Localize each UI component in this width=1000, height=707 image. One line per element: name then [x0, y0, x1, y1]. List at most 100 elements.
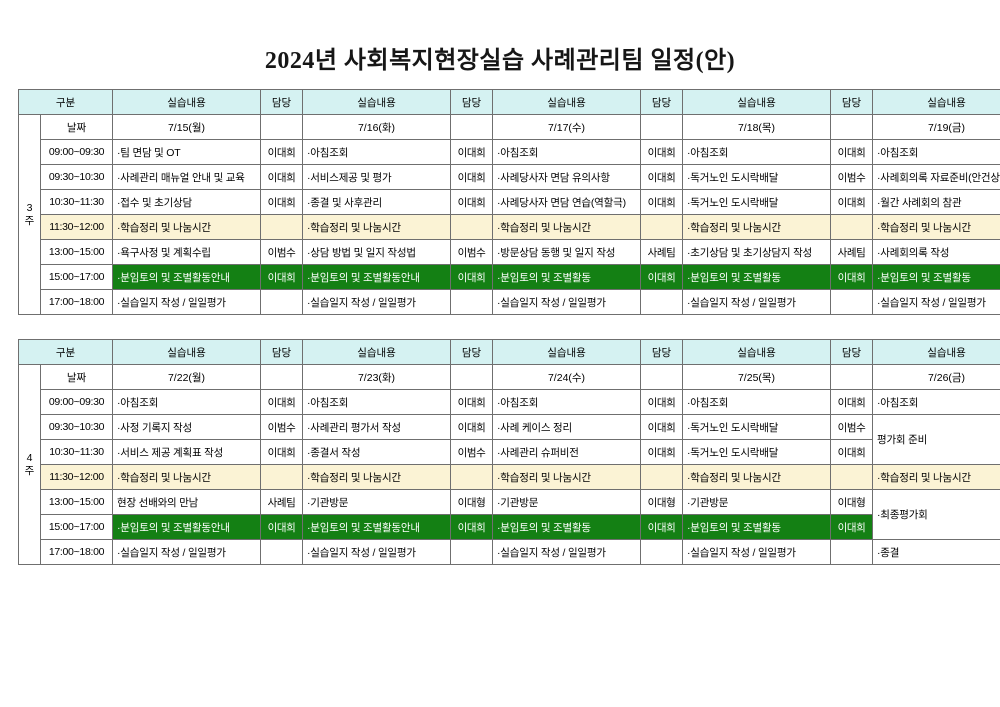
date-staff-spacer: [450, 364, 494, 390]
staff-cell: [640, 289, 684, 315]
activity-content-cell: ·기관방문: [682, 489, 832, 515]
activity-content-cell: ·분임토의 및 조별활동: [492, 264, 642, 290]
schedule-tables-container: 구분실습내용담당실습내용담당실습내용담당실습내용담당실습내용담당3주날짜7/15…: [17, 89, 1000, 565]
activity-content-cell: ·아침조회: [302, 389, 452, 415]
activity-content-cell: ·사례관리 평가서 작성: [302, 414, 452, 440]
activity-content-cell: 평가회 준비: [872, 414, 1000, 465]
staff-cell: 이대희: [260, 164, 304, 190]
activity-content-cell: ·분임토의 및 조별활동안내: [302, 264, 452, 290]
activity-content-cell: ·학습정리 및 나눔시간: [682, 214, 832, 240]
activity-content-cell: ·서비스 제공 계획표 작성: [112, 439, 262, 465]
table-row: 10:30~11:30 ·서비스 제공 계획표 작성 이대희 ·종결서 작성 이범수 ·사…: [19, 439, 1000, 465]
activity-content-cell: ·분임토의 및 조별활동안내: [112, 514, 262, 540]
table-date-row: 3 주 날짜 7/15(월) 7/16(화) 7/17(수) 7/18(목) 7/19(금): [18, 114, 1000, 315]
table-date-row: 4 주 날짜 7/22(월) 7/23(화) 7/24(수) 7/25(목) 7/26(금): [18, 364, 1000, 565]
staff-cell: 이대희: [450, 164, 494, 190]
activity-content-cell: ·종결 및 사후관리: [302, 189, 452, 215]
date-cell-day-5: 7/26(금): [872, 364, 1000, 390]
time-slot-cell: 10:30~11:30: [39, 189, 114, 215]
date-staff-spacer: [260, 364, 304, 390]
staff-cell: 이대희: [450, 414, 494, 440]
staff-cell: [830, 214, 874, 240]
column-header-staff: 담당: [640, 89, 684, 115]
staff-cell: [260, 214, 304, 240]
staff-cell: [450, 214, 494, 240]
staff-cell: [450, 539, 494, 565]
table-row: 09:00~09:30 ·팀 면담 및 OT 이대희 ·아침조회 이대희 ·아침조회 이대희…: [19, 139, 1000, 165]
staff-cell: 이범수: [450, 239, 494, 265]
activity-content-cell: ·독거노인 도시락배달: [682, 189, 832, 215]
staff-cell: 이대희: [640, 514, 684, 540]
staff-cell: 이대희: [640, 414, 684, 440]
activity-content-cell: ·초기상담 및 초기상담지 작성: [682, 239, 832, 265]
column-header-staff: 담당: [830, 339, 874, 365]
table-row: 09:30~10:30 ·사정 기록지 작성 이범수 ·사례관리 평가서 작성 이대희 ·…: [19, 414, 1000, 465]
week-number: 3: [26, 202, 33, 215]
activity-content-cell: ·학습정리 및 나눔시간: [112, 214, 262, 240]
activity-content-cell: ·상담 방법 및 일지 작성법: [302, 239, 452, 265]
activity-content-cell: ·서비스제공 및 평가: [302, 164, 452, 190]
date-row-label: 날짜: [39, 364, 114, 390]
column-header-staff: 담당: [260, 89, 304, 115]
staff-cell: 이대형: [640, 489, 684, 515]
activity-content-cell: ·실습일지 작성 / 일일평가: [302, 539, 452, 565]
column-header-content: 실습내용: [682, 89, 832, 115]
activity-content-cell: ·사례 케이스 정리: [492, 414, 642, 440]
date-row-label: 날짜: [39, 114, 114, 140]
column-header-content: 실습내용: [302, 339, 452, 365]
column-header-content: 실습내용: [112, 89, 262, 115]
activity-content-cell: ·학습정리 및 나눔시간: [682, 464, 832, 490]
time-slot-cell: 09:00~09:30: [39, 389, 114, 415]
time-slot-cell: 13:00~15:00: [39, 239, 114, 265]
activity-content-cell: ·실습일지 작성 / 일일평가: [112, 539, 262, 565]
time-slot-cell: 17:00~18:00: [39, 539, 114, 565]
activity-content-cell: ·실습일지 작성 / 일일평가: [682, 289, 832, 315]
page-title: 2024년 사회복지현장실습 사례관리팀 일정(안): [264, 48, 736, 74]
schedule-table-week-4: 구분실습내용담당실습내용담당실습내용담당실습내용담당실습내용담당4주날짜7/22…: [17, 339, 1000, 565]
column-header-content: 실습내용: [112, 339, 262, 365]
staff-cell: 이대희: [830, 389, 874, 415]
column-header-content: 실습내용: [872, 89, 1000, 115]
staff-cell: 이대희: [640, 264, 684, 290]
activity-content-cell: ·사례회의록 자료준비(안건상정): [872, 164, 1000, 190]
week-number: 4: [26, 452, 33, 465]
staff-cell: 사례팀: [640, 239, 684, 265]
table-row: 13:00~15:00 ·욕구사정 및 계획수립 이범수 ·상담 방법 및 일지 작성…: [19, 239, 1000, 265]
date-cell-day-3: 7/24(수): [492, 364, 642, 390]
activity-content-cell: ·사례회의록 작성: [872, 239, 1000, 265]
staff-cell: [830, 539, 874, 565]
staff-cell: 이대희: [260, 389, 304, 415]
time-slot-cell: 09:00~09:30: [39, 139, 114, 165]
staff-cell: 이범수: [260, 239, 304, 265]
activity-content-cell: ·학습정리 및 나눔시간: [872, 214, 1000, 240]
staff-cell: 이대희: [450, 189, 494, 215]
table-row: 13:00~15:00 현장 선배와의 만남 사례팀 ·기관방문 이대형 ·기관방문 이대형…: [19, 489, 1000, 540]
schedule-table-week-3: 구분실습내용담당실습내용담당실습내용담당실습내용담당실습내용담당3주날짜7/15…: [17, 89, 1000, 315]
date-cell-day-1: 7/22(월): [112, 364, 262, 390]
activity-content-cell: ·사정 기록지 작성: [112, 414, 262, 440]
activity-content-cell: ·아침조회: [872, 389, 1000, 415]
staff-cell: 이대희: [640, 164, 684, 190]
column-header-content: 실습내용: [872, 339, 1000, 365]
staff-cell: 이대희: [450, 264, 494, 290]
date-cell-day-1: 7/15(월): [112, 114, 262, 140]
staff-cell: 이대형: [450, 489, 494, 515]
column-header-content: 실습내용: [302, 89, 452, 115]
activity-content-cell: ·월간 사례회의 참관: [872, 189, 1000, 215]
staff-cell: [450, 464, 494, 490]
column-header-content: 실습내용: [492, 339, 642, 365]
staff-cell: 이대희: [830, 264, 874, 290]
activity-content-cell: ·분임토의 및 조별활동: [682, 514, 832, 540]
table-row: 11:30~12:00 ·학습정리 및 나눔시간 ·학습정리 및 나눔시간 ·학습정리…: [19, 464, 1000, 490]
staff-cell: 이대희: [830, 189, 874, 215]
activity-content-cell: ·기관방문: [302, 489, 452, 515]
activity-content-cell: ·독거노인 도시락배달: [682, 439, 832, 465]
table-row: 17:00~18:00 ·실습일지 작성 / 일일평가 ·실습일지 작성 / 일일평…: [19, 289, 1000, 315]
staff-cell: 이범수: [830, 164, 874, 190]
table-row: 10:30~11:30 ·접수 및 초기상담 이대희 ·종결 및 사후관리 이대희 ·사례…: [19, 189, 1000, 215]
activity-content-cell: ·방문상담 동행 및 일지 작성: [492, 239, 642, 265]
staff-cell: 이범수: [450, 439, 494, 465]
date-staff-spacer: [640, 364, 684, 390]
staff-cell: [260, 539, 304, 565]
